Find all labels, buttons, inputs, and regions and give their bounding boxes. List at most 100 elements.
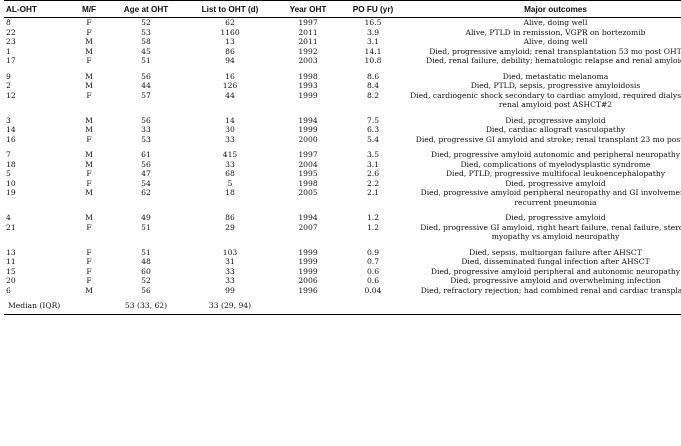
cell-outcome: Died, progressive amyloid peripheral neu… (420, 188, 681, 207)
cell-list: 31 (225, 257, 235, 266)
cell-year: 1999 (298, 90, 318, 100)
cell-sex: M (85, 37, 93, 46)
cell-fu: 3.5 (366, 150, 380, 159)
table-row: 4 M 49 86 1994 1.2 Died, progressive amyloid (4, 213, 681, 223)
cell-id: 9 (6, 71, 11, 81)
cell-fu: 6.3 (366, 125, 380, 134)
cell-year: 2011 (298, 27, 318, 37)
cell-fu: 0.6 (366, 276, 380, 285)
cell-fu: 10.8 (364, 56, 382, 65)
cell-age: 53 (141, 27, 151, 37)
table-row: 8 F 52 62 1997 16.5 Alive, doing well (4, 18, 681, 28)
table-row: 15 F 60 33 1999 0.6 Died, progressive amyloid … (4, 267, 681, 277)
cell-outcome: Died, progressive amyloid (505, 213, 606, 222)
cell-age: 60 (141, 266, 151, 276)
table-row: 5 F 47 68 1995 2.6 Died, PTLD, progressive mul… (4, 169, 681, 179)
cell-year: 2006 (298, 276, 318, 285)
cell-year: 1999 (298, 266, 318, 276)
cell-id: 5 (6, 169, 11, 178)
table-row: 12 F 57 44 1999 8.2 Died, cardiogenic shock se… (4, 91, 681, 110)
cell-list: 86 (225, 213, 235, 222)
cell-list: 126 (222, 81, 238, 90)
table-row: 9 M 56 16 1998 8.6 Died, metastatic melanoma (4, 72, 681, 82)
cell-age: 57 (141, 90, 151, 100)
cell-id: 21 (6, 222, 16, 232)
cell-year: 2000 (298, 134, 318, 144)
cell-sex: M (85, 46, 93, 56)
cell-list: 103 (222, 247, 238, 257)
cell-fu: 8.4 (366, 81, 380, 90)
cell-sex: M (85, 188, 93, 197)
cell-fu: 3.1 (366, 159, 380, 169)
table-row: 20 F 52 33 2006 0.6 Died, progressive amyloid … (4, 276, 681, 286)
table-row: 11 F 48 31 1999 0.7 Died, disseminated fungal … (4, 257, 681, 267)
table-row: 2 M 44 126 1993 8.4 Died, PTLD, sepsis, progre… (4, 81, 681, 91)
cell-id: 20 (6, 276, 16, 285)
cell-age: 48 (141, 257, 151, 266)
cell-age: 51 (141, 222, 151, 232)
cell-year: 1999 (298, 257, 318, 266)
table-row: 18 M 56 33 2004 3.1 Died, complications of mye… (4, 160, 681, 170)
cell-fu: 2.1 (366, 188, 380, 197)
cell-outcome: Died, progressive GI amyloid, right hear… (420, 222, 681, 242)
header-al-oht: AL-OHT (4, 0, 70, 18)
cell-outcome: Died, progressive amyloid (505, 178, 606, 188)
cell-fu: 3.1 (366, 37, 380, 46)
cell-age: 62 (141, 188, 151, 197)
cell-sex: F (86, 56, 92, 65)
median-label: Median (IQR) (4, 295, 108, 315)
cell-sex: F (86, 276, 92, 285)
cell-year: 1993 (298, 81, 318, 90)
cell-list: 33 (225, 159, 235, 169)
cell-id: 19 (6, 188, 16, 197)
cell-age: 56 (141, 71, 151, 81)
table-row: 19 M 62 18 2005 2.1 Died, progressive amyloid … (4, 188, 681, 207)
cell-list: 16 (225, 71, 235, 81)
cell-sex: F (86, 18, 92, 27)
cell-year: 2011 (298, 37, 318, 46)
cell-year: 1998 (298, 71, 318, 81)
cell-fu: 1.2 (366, 213, 380, 222)
table-body: 8 F 52 62 1997 16.5 Alive, doing well 22 F 53 1160… (4, 18, 681, 315)
header-age: Age at OHT (108, 0, 184, 18)
header-major-outcomes: Major outcomes (406, 0, 681, 18)
cell-age: 56 (141, 285, 151, 295)
cell-fu: 0.6 (366, 266, 380, 276)
cell-outcome: Died, metastatic melanoma (502, 71, 609, 81)
cell-outcome: Died, cardiac allograft vasculopathy (485, 125, 626, 134)
cell-id: 18 (6, 159, 16, 169)
cell-outcome: Died, renal failure, debility; hematolog… (426, 56, 681, 65)
cell-fu: 8.6 (366, 71, 380, 81)
cell-sex: M (85, 285, 93, 295)
table-row: 21 F 51 29 2007 1.2 Died, progressive GI amylo… (4, 223, 681, 242)
cell-list: 415 (222, 150, 238, 159)
cell-sex: M (85, 71, 93, 81)
cell-age: 47 (141, 169, 151, 178)
cell-fu: 0.7 (366, 257, 380, 266)
cell-fu: 2.6 (366, 169, 380, 178)
cell-sex: F (86, 257, 92, 266)
cell-sex: M (85, 213, 93, 222)
cell-year: 2007 (298, 222, 318, 232)
table-row: 17 F 51 94 2003 10.8 Died, renal failure, debi… (4, 56, 681, 66)
cell-outcome: Died, complications of myelodysplastic s… (460, 159, 651, 169)
cell-sex: F (86, 247, 92, 257)
cell-list: 5 (227, 178, 233, 188)
cell-year: 1996 (298, 285, 318, 295)
cell-list: 33 (225, 266, 235, 276)
cell-fu: 8.2 (366, 90, 380, 100)
cell-outcome: Died, progressive amyloid and overwhelmi… (450, 276, 661, 285)
cell-id: 6 (6, 285, 11, 295)
cell-sex: M (85, 115, 93, 125)
cell-fu: 7.5 (366, 115, 380, 125)
cell-sex: M (85, 159, 93, 169)
cell-year: 1997 (298, 18, 318, 27)
table-row: 6 M 56 99 1996 0.04 Died, refractory rejection… (4, 286, 681, 296)
cell-age: 51 (141, 56, 151, 65)
cell-year: 1994 (298, 115, 318, 125)
cell-outcome: Died, PTLD, sepsis, progressive amyloido… (470, 81, 641, 90)
cell-list: 33 (225, 276, 235, 285)
cell-fu: 0.9 (366, 247, 380, 257)
cell-list: 68 (225, 169, 235, 178)
cell-list: 29 (225, 222, 235, 232)
